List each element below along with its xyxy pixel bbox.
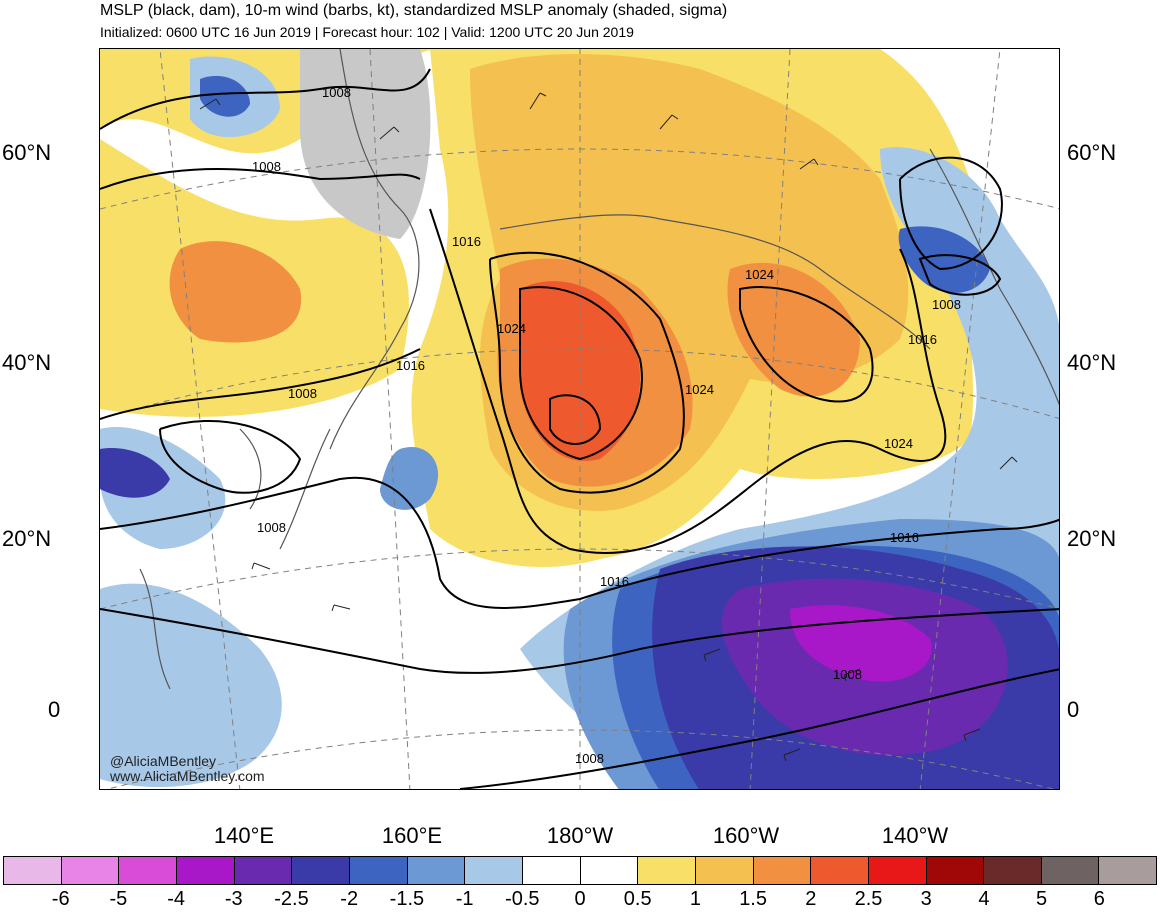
colorbar-swatch (638, 857, 696, 884)
colorbar-swatch (61, 857, 120, 884)
colorbar-swatch (580, 857, 639, 884)
lat-label-left: 0 (48, 697, 61, 722)
contour-label: 1024 (685, 382, 714, 397)
map-title: MSLP (black, dam), 10-m wind (barbs, kt)… (100, 2, 728, 19)
contour-label: 1016 (908, 332, 937, 347)
colorbar-swatch (407, 857, 466, 884)
colorbar-swatch (695, 857, 754, 884)
colorbar-swatch (119, 857, 177, 884)
coastlines (139, 49, 1059, 690)
colorbar-label: -4 (167, 888, 185, 910)
colorbar-label: 2 (805, 888, 817, 910)
lat-label-left: 40°N (2, 350, 52, 375)
lat-label-left: 60°N (2, 140, 52, 165)
colorbar-swatch (349, 857, 408, 884)
colorbar-swatch (811, 857, 869, 884)
contour-label: 1024 (745, 267, 774, 282)
colorbar-swatch (1041, 857, 1100, 884)
map-subtitle: Initialized: 0600 UTC 16 Jun 2019 | Fore… (100, 24, 634, 40)
colorbar-label: 0.5 (623, 888, 652, 910)
colorbar-swatch (176, 857, 235, 884)
colorbar-label: 4 (978, 888, 990, 910)
colorbar-swatch (4, 857, 62, 884)
lon-label: 160°E (381, 823, 443, 848)
watermark-url: www.AliciaMBentley.com (110, 768, 265, 784)
colorbar-label: -5 (109, 888, 128, 910)
colorbar-label: -6 (51, 888, 70, 910)
colorbar-label: 1.5 (739, 888, 767, 910)
colorbar-swatch (522, 857, 581, 884)
colorbar-label: -3 (224, 888, 243, 910)
contour-label: 1024 (884, 436, 913, 451)
colorbar-swatch (753, 857, 812, 884)
colorbar-label: 6 (1093, 888, 1105, 910)
watermark: @AliciaMBentley www.AliciaMBentley.com (110, 754, 265, 784)
colorbar-label: 1 (689, 888, 701, 910)
watermark-handle: @AliciaMBentley (110, 753, 217, 769)
mslp-contours (100, 68, 1059, 789)
lon-label: 140°W (881, 823, 949, 848)
colorbar-label: -1.5 (389, 888, 425, 910)
colorbar-label: 5 (1036, 888, 1048, 910)
lat-label-right: 60°N (1067, 140, 1117, 165)
wind-barbs (199, 92, 1018, 762)
contour-label: 1008 (932, 297, 961, 312)
contour-label: 1008 (575, 751, 604, 766)
anomaly-colorbar (3, 856, 1157, 885)
contour-label: 1008 (257, 520, 286, 535)
colorbar-label: 2.5 (854, 888, 883, 910)
graticule (100, 49, 1059, 789)
lon-label: 160°W (712, 823, 780, 848)
contour-label: 1008 (288, 386, 317, 401)
colorbar-label: 0 (574, 888, 586, 910)
lon-label: 180°W (546, 823, 614, 848)
contour-label: 1016 (600, 574, 629, 589)
lat-label-right: 40°N (1067, 350, 1117, 375)
contour-label: 1008 (833, 667, 862, 682)
contour-label: 1024 (497, 321, 526, 336)
lat-label-left: 20°N (2, 526, 52, 551)
lon-label: 140°E (213, 823, 275, 848)
contour-label: 1008 (322, 85, 351, 100)
colorbar-swatch (465, 857, 523, 884)
colorbar-label: -2 (340, 888, 359, 910)
colorbar-swatch (234, 857, 293, 884)
colorbar-swatch (926, 857, 985, 884)
colorbar-swatch (984, 857, 1042, 884)
colorbar-label: 3 (920, 888, 932, 910)
colorbar-swatch (292, 857, 350, 884)
contour-label-group: 1008 1008 1008 1016 1024 1016 1008 1024 … (252, 85, 961, 766)
lat-label-right: 0 (1067, 697, 1080, 722)
colorbar-label: -1 (455, 888, 474, 910)
colorbar-label: -0.5 (505, 888, 540, 910)
map-canvas: 1008 1008 1008 1016 1024 1016 1008 1024 … (100, 49, 1059, 789)
contour-label: 1016 (890, 530, 919, 545)
contour-label: 1016 (452, 234, 481, 249)
colorbar-swatch (1099, 857, 1157, 884)
map-panel: 1008 1008 1008 1016 1024 1016 1008 1024 … (99, 48, 1060, 790)
colorbar-label: -2.5 (274, 888, 309, 910)
lat-label-right: 20°N (1067, 526, 1117, 551)
contour-label: 1016 (396, 358, 425, 373)
colorbar-swatch (868, 857, 927, 884)
contour-label: 1008 (252, 159, 281, 174)
